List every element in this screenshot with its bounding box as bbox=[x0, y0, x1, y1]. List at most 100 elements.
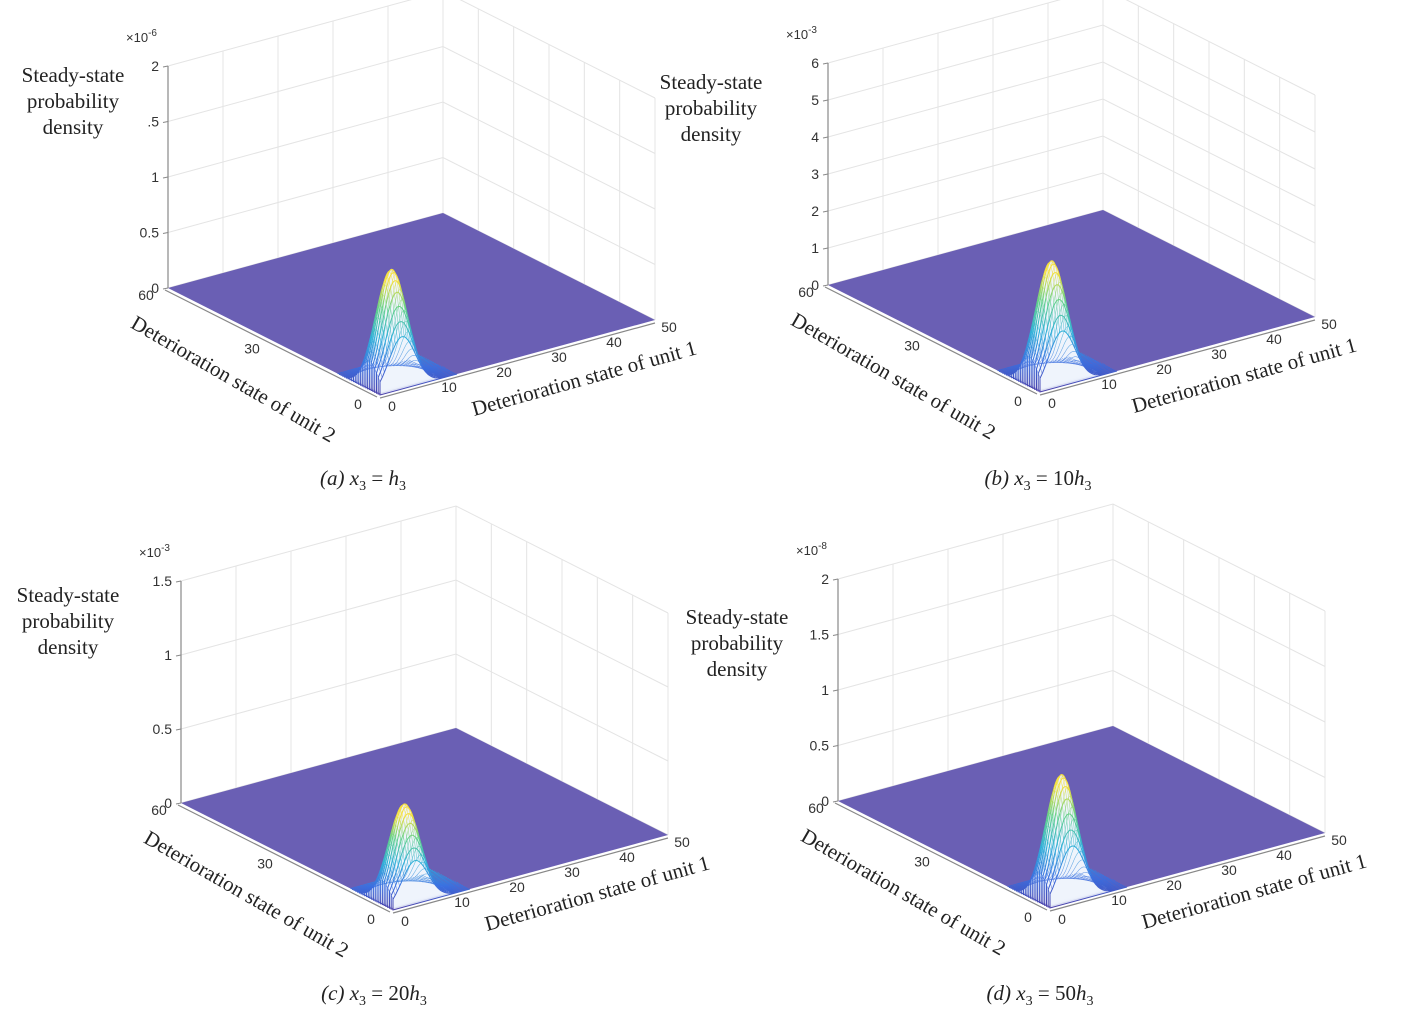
surface-mesh-line bbox=[379, 310, 416, 368]
y-tick-label: 30 bbox=[244, 341, 260, 357]
z-gridline bbox=[827, 98, 1316, 207]
surface-mesh-line bbox=[1052, 356, 1089, 372]
z-tick bbox=[822, 99, 829, 102]
grid bbox=[837, 503, 1326, 834]
caption-coef: 50 bbox=[1055, 981, 1076, 1005]
surface-mesh-line bbox=[421, 874, 457, 893]
grid bbox=[180, 505, 669, 836]
surface-mesh-line bbox=[360, 284, 396, 372]
surface-base-plane bbox=[181, 728, 668, 910]
z-tick bbox=[832, 689, 839, 692]
z-tick bbox=[822, 284, 829, 287]
surface-peak-mesh bbox=[350, 803, 471, 911]
multiplier-base: ×10 bbox=[139, 545, 161, 560]
surface-mesh-line bbox=[382, 321, 418, 367]
caption-eq: = bbox=[366, 466, 388, 490]
z-tick bbox=[162, 176, 169, 179]
x-tick-label: 0 bbox=[401, 913, 409, 929]
surface-mesh-line bbox=[373, 280, 409, 369]
z-tick-label: 0 bbox=[151, 280, 159, 296]
surface-mesh-line bbox=[403, 360, 440, 379]
x-tick-label: 30 bbox=[564, 864, 580, 880]
surface-mesh-line bbox=[401, 868, 438, 888]
surface-mesh-line bbox=[1071, 874, 1108, 892]
x-tick-label: 0 bbox=[1058, 911, 1066, 927]
z-axis-title-line: density bbox=[43, 115, 104, 139]
surface-mesh-line bbox=[416, 875, 453, 894]
surface-mesh-line bbox=[371, 273, 407, 369]
surface-mesh-line bbox=[377, 299, 414, 368]
surface-mesh-line bbox=[414, 876, 451, 894]
surface-mesh-line bbox=[1068, 356, 1104, 375]
x-axis-line bbox=[1049, 835, 1326, 912]
x-tick-label: 0 bbox=[1048, 395, 1056, 411]
z-axis-title-line: Steady-state bbox=[660, 70, 763, 94]
z-tick bbox=[832, 578, 839, 581]
surface-mesh-line bbox=[366, 268, 403, 370]
surface-panel-a: 00.51.52×10-60102030405003060Deteriorati… bbox=[22, 0, 699, 494]
z-tick bbox=[175, 654, 182, 657]
surface-mesh-line bbox=[1060, 866, 1097, 886]
surface-mesh-line bbox=[379, 803, 416, 886]
multiplier-base: ×10 bbox=[796, 543, 818, 558]
surface-mesh-line bbox=[392, 360, 429, 375]
x-tick-label: 10 bbox=[1111, 892, 1127, 908]
surface-panel-b: 0123456×10-30102030405003060Deterioratio… bbox=[660, 0, 1359, 494]
z-tick-label: 0.5 bbox=[140, 225, 160, 241]
caption-var-sub: 3 bbox=[359, 994, 366, 1009]
z-tick bbox=[832, 745, 839, 747]
surface-mesh-line bbox=[1078, 872, 1114, 891]
z-tick bbox=[162, 287, 169, 290]
x-tick-label: 20 bbox=[1156, 361, 1172, 377]
z-tick bbox=[822, 210, 829, 213]
surface-mesh-line bbox=[419, 875, 455, 893]
surface-mesh-line bbox=[384, 807, 420, 885]
z-axis-title-line: Steady-state bbox=[17, 583, 120, 607]
x-tick-label: 40 bbox=[1276, 847, 1292, 863]
caption-var-sub: 3 bbox=[359, 479, 366, 494]
x-tick-label: 10 bbox=[454, 894, 470, 910]
surface-mesh-line bbox=[1026, 260, 1063, 367]
x-tick-label: 10 bbox=[441, 379, 457, 395]
z-axis-title-line: density bbox=[707, 657, 768, 681]
surface-mesh-line bbox=[1033, 272, 1069, 366]
z-axis-title-line: density bbox=[681, 122, 742, 146]
surface-mesh-line bbox=[359, 872, 396, 896]
z-tick bbox=[175, 728, 182, 731]
x-tick-label: 50 bbox=[674, 834, 690, 850]
surface-mesh-line bbox=[368, 269, 405, 370]
caption-label: (a) bbox=[320, 466, 350, 490]
x-tick-label: 30 bbox=[1221, 862, 1237, 878]
surface-mesh-line bbox=[392, 837, 429, 883]
surface-mesh-line bbox=[373, 816, 409, 888]
z-gridline bbox=[827, 24, 1316, 133]
y-tick-label: 0 bbox=[367, 911, 375, 927]
multiplier-exponent: -3 bbox=[808, 25, 817, 36]
y-tick-label: 30 bbox=[914, 854, 930, 870]
x-tick-label: 50 bbox=[1331, 832, 1347, 848]
x-tick-label: 30 bbox=[551, 349, 567, 365]
y-tick-label: 60 bbox=[138, 287, 154, 303]
caption-coef: 10 bbox=[1053, 466, 1074, 490]
z-axis-title-line: probability bbox=[691, 631, 784, 655]
caption-var: x bbox=[349, 981, 360, 1005]
surface-mesh-line bbox=[1015, 298, 1052, 371]
z-tick bbox=[832, 800, 839, 803]
caption-rhs-sub: 3 bbox=[399, 479, 406, 494]
multiplier-exponent: -3 bbox=[161, 543, 170, 554]
z-tick-label: 0.5 bbox=[153, 721, 173, 737]
z-multiplier: ×10-6 bbox=[126, 28, 157, 45]
z-tick bbox=[175, 580, 182, 583]
z-tick bbox=[162, 121, 169, 123]
z-axis-title-line: probability bbox=[27, 89, 120, 113]
caption-label: (b) bbox=[985, 466, 1015, 490]
y-tick-label: 0 bbox=[1024, 909, 1032, 925]
surface-peak-mesh bbox=[337, 268, 458, 396]
z-gridline bbox=[837, 614, 1326, 723]
surface-mesh-line bbox=[406, 360, 442, 378]
z-multiplier: ×10-3 bbox=[786, 25, 817, 42]
surface-mesh-line bbox=[355, 305, 392, 374]
z-tick-label: 1.5 bbox=[810, 627, 830, 643]
z-tick bbox=[832, 634, 839, 636]
x-tick-label: 40 bbox=[1266, 331, 1282, 347]
